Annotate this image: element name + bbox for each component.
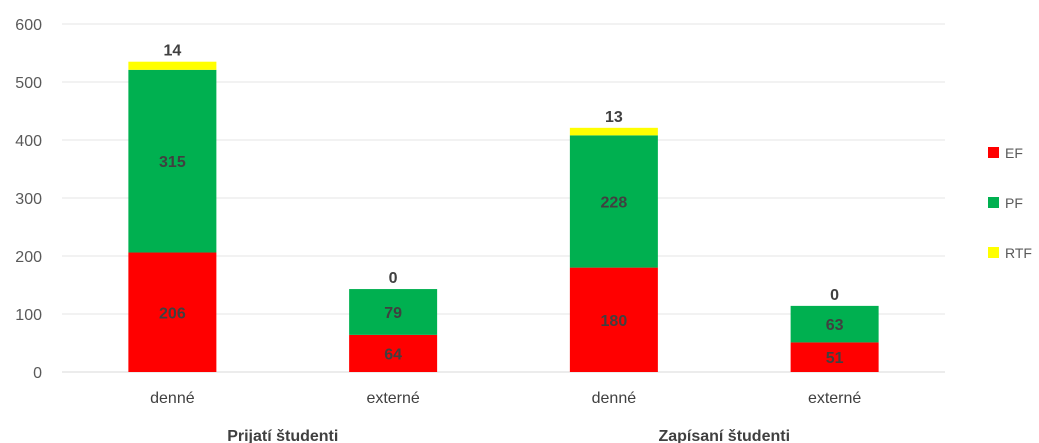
legend-swatch bbox=[988, 147, 999, 158]
legend-swatch bbox=[988, 197, 999, 208]
bar-segment-ef bbox=[790, 342, 879, 372]
bar-segment-ef bbox=[349, 334, 438, 372]
bar-segment-pf bbox=[790, 305, 879, 343]
data-label: 0 bbox=[830, 287, 839, 304]
category-label: externé bbox=[366, 390, 419, 407]
group-label: Prijatí študenti bbox=[227, 428, 338, 443]
bar-segment-ef bbox=[128, 252, 217, 372]
bar-segment-pf bbox=[349, 289, 438, 335]
category-label: denné bbox=[150, 390, 195, 407]
data-label: 13 bbox=[605, 109, 623, 126]
group-label: Zapísaní študenti bbox=[658, 428, 790, 443]
data-label: 315 bbox=[159, 154, 186, 171]
bar-segment-pf bbox=[569, 135, 658, 268]
y-tick-label: 400 bbox=[15, 133, 42, 150]
bar-segment-rtf bbox=[569, 127, 658, 136]
bar-segment-rtf bbox=[128, 61, 217, 70]
data-label: 79 bbox=[384, 305, 402, 322]
legend-label: PF bbox=[1005, 195, 1023, 211]
bar-segment-pf bbox=[128, 69, 217, 253]
data-label: 63 bbox=[826, 317, 844, 334]
legend-swatch bbox=[988, 247, 999, 258]
legend-label: EF bbox=[1005, 145, 1023, 161]
y-tick-label: 200 bbox=[15, 249, 42, 266]
data-label: 180 bbox=[601, 313, 628, 330]
data-label: 51 bbox=[826, 350, 844, 367]
y-tick-label: 0 bbox=[33, 365, 42, 382]
legend-label: RTF bbox=[1005, 245, 1032, 261]
y-tick-label: 100 bbox=[15, 307, 42, 324]
y-tick-label: 500 bbox=[15, 75, 42, 92]
data-label: 206 bbox=[159, 305, 186, 322]
data-label: 64 bbox=[384, 346, 402, 363]
bar-segment-ef bbox=[569, 267, 658, 372]
y-tick-label: 600 bbox=[15, 17, 42, 34]
data-label: 0 bbox=[389, 270, 398, 287]
y-tick-label: 300 bbox=[15, 191, 42, 208]
data-label: 228 bbox=[601, 194, 628, 211]
data-label: 14 bbox=[163, 43, 181, 60]
category-label: externé bbox=[808, 390, 861, 407]
category-label: denné bbox=[592, 390, 637, 407]
